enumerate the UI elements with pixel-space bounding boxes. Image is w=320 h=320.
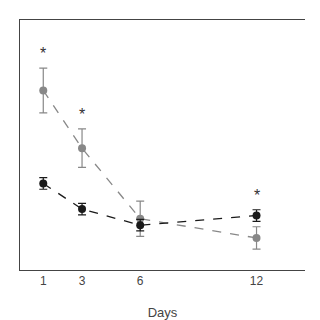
svg-text:*: * bbox=[254, 187, 260, 204]
svg-text:6: 6 bbox=[137, 274, 144, 288]
svg-text:1: 1 bbox=[40, 274, 47, 288]
svg-text:Days: Days bbox=[148, 305, 178, 320]
svg-text:*: * bbox=[40, 45, 46, 62]
svg-text:3: 3 bbox=[79, 274, 86, 288]
svg-text:*: * bbox=[79, 106, 85, 123]
svg-text:12: 12 bbox=[250, 274, 264, 288]
